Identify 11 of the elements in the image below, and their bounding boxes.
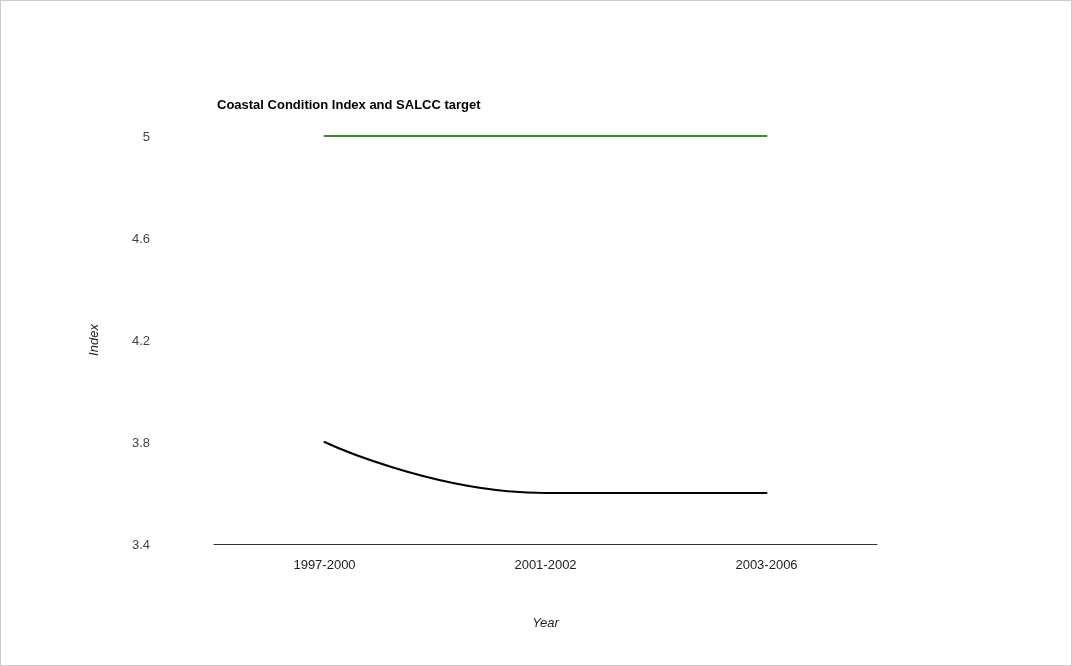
y-tick-label: 4.2 <box>131 332 150 348</box>
y-axis-title: Index <box>86 323 101 356</box>
x-tick-label: 1997-2000 <box>293 557 356 572</box>
x-axis-title: Year <box>532 615 560 630</box>
chart-title: Coastal Condition Index and SALCC target <box>217 97 482 112</box>
x-tick-label: 2003-2006 <box>735 557 798 572</box>
y-tick-label: 5 <box>142 128 150 144</box>
y-tick-label: 4.6 <box>131 230 150 246</box>
x-tick-label: 2001-2002 <box>514 557 577 572</box>
y-tick-label: 3.8 <box>131 434 150 450</box>
y-tick-label: 3.4 <box>131 536 150 552</box>
